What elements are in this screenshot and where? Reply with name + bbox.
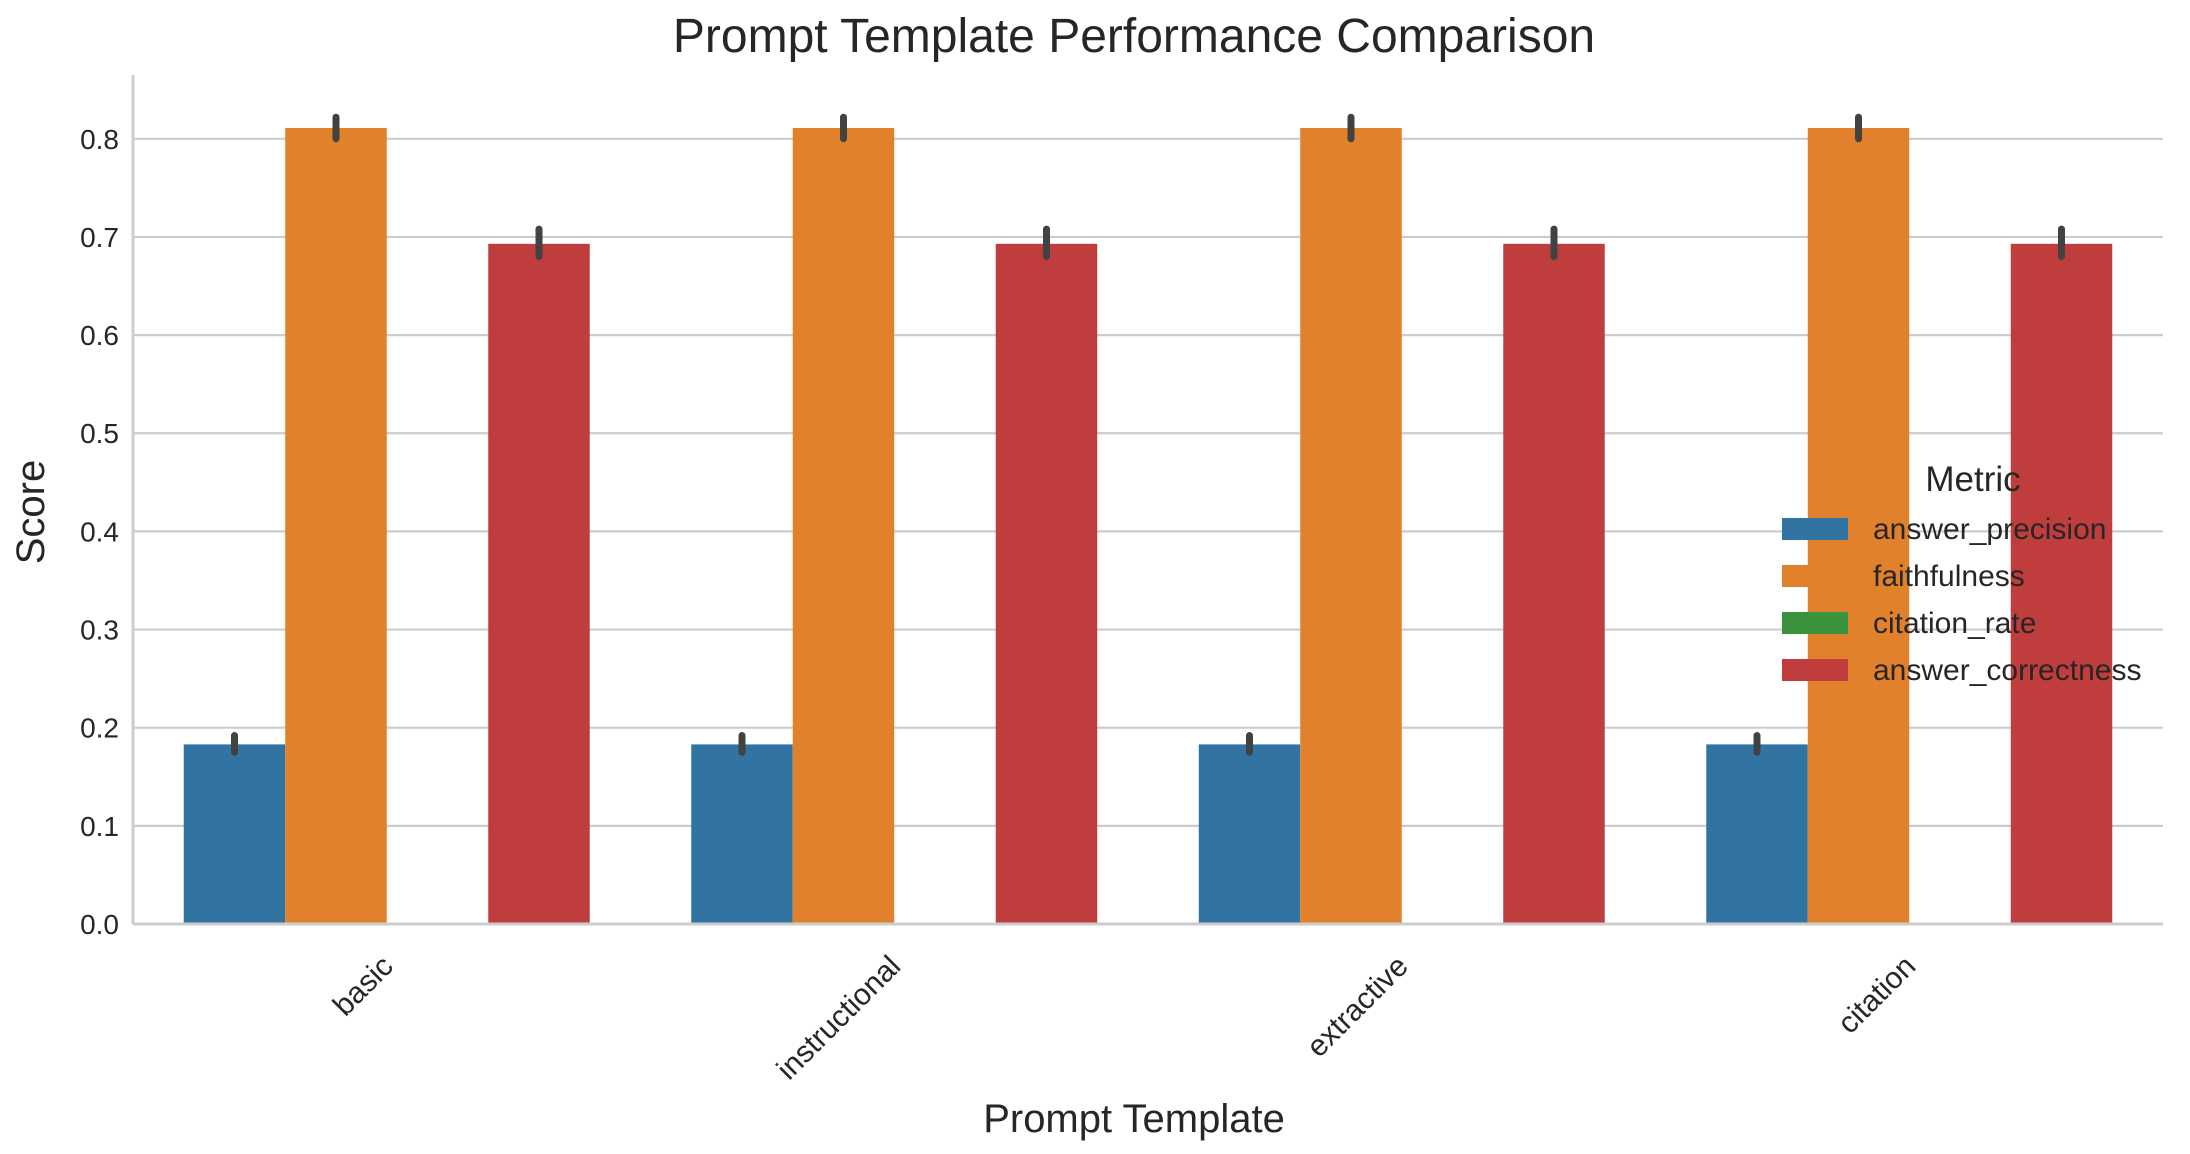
y-axis-label: Score [9, 460, 53, 565]
y-tick-label: 0.4 [80, 516, 119, 547]
bar-answer_correctness-extractive [1503, 243, 1605, 925]
legend-label-answer_precision: answer_precision [1873, 513, 2106, 546]
x-tick-label: instructional [771, 950, 908, 1087]
bar-answer_correctness-instructional [995, 243, 1098, 925]
bar-answer_precision-basic [183, 744, 286, 924]
bars [183, 113, 2113, 925]
bar-faithfulness-extractive [1300, 128, 1402, 924]
y-tick-label: 0.6 [80, 320, 119, 351]
legend-swatch-answer_precision [1782, 518, 1848, 540]
grid [133, 137, 2163, 926]
y-tick-label: 0.3 [80, 615, 119, 646]
y-tick-label: 0.5 [80, 418, 119, 449]
bar-answer_precision-extractive [1198, 744, 1301, 924]
x-tick-label: basic [327, 950, 400, 1023]
legend-swatch-citation_rate [1782, 612, 1848, 634]
legend-label-faithfulness: faithfulness [1873, 560, 2025, 593]
bar-answer_precision-citation [1706, 744, 1808, 924]
chart-title: Prompt Template Performance Comparison [673, 10, 1595, 63]
y-tick-label: 0.0 [80, 909, 119, 940]
bar-answer_correctness-citation [2010, 243, 2113, 925]
x-axis-label: Prompt Template [983, 1097, 1285, 1141]
x-tick-label: extractive [1301, 950, 1415, 1064]
x-tick-label: citation [1832, 950, 1923, 1041]
bar-answer_correctness-basic [488, 243, 590, 925]
legend-title: Metric [1925, 460, 2020, 499]
bar-faithfulness-basic [285, 128, 387, 924]
legend: Metric answer_precision faithfulness citat… [1782, 460, 2141, 687]
bar-answer_precision-instructional [691, 744, 793, 924]
y-tick-label: 0.7 [80, 222, 119, 253]
legend-label-citation_rate: citation_rate [1873, 607, 2036, 640]
legend-label-answer_correctness: answer_correctness [1873, 654, 2141, 687]
bar-faithfulness-instructional [792, 128, 895, 924]
legend-swatch-faithfulness [1782, 565, 1848, 587]
y-tick-label: 0.8 [80, 124, 119, 155]
y-tick-label: 0.2 [80, 713, 119, 744]
y-tick-label: 0.1 [80, 811, 119, 842]
legend-swatch-answer_correctness [1782, 659, 1848, 681]
